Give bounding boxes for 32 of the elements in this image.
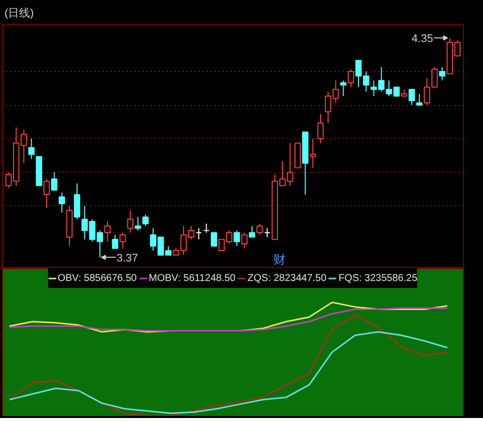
candlestick xyxy=(134,216,142,231)
candlestick xyxy=(51,172,58,191)
candlestick xyxy=(58,192,65,214)
legend-label: FQS: 3235586.25 xyxy=(338,272,418,284)
candlestick xyxy=(104,220,111,242)
candlestick xyxy=(74,182,80,220)
candlestick xyxy=(43,178,50,209)
candlestick xyxy=(142,214,149,226)
candlestick xyxy=(241,232,248,249)
candlestick xyxy=(439,66,446,81)
candlestick xyxy=(127,210,134,234)
candlestick xyxy=(348,68,354,88)
candlestick xyxy=(416,93,423,106)
candlestick xyxy=(248,225,256,238)
candlestick xyxy=(310,138,316,168)
annotation: 4.35 xyxy=(412,32,434,45)
candlestick xyxy=(317,114,324,144)
candlestick xyxy=(234,230,240,247)
annotation: 3.37 xyxy=(116,252,138,264)
candlestick xyxy=(28,138,35,160)
candlestick xyxy=(408,88,415,106)
candlestick xyxy=(210,232,218,247)
chart-title: (日线) xyxy=(4,6,34,20)
candlestick xyxy=(196,228,202,240)
candlestick xyxy=(112,234,118,249)
candlestick xyxy=(256,223,263,236)
legend-label: ZQS: 2823447.50 xyxy=(247,272,326,284)
legend-label: OBV: 5856676.50 xyxy=(58,272,137,284)
legend-label: MOBV: 5611248.50 xyxy=(148,272,236,284)
annotation: 财 xyxy=(273,252,286,266)
candlestick xyxy=(120,232,126,249)
candlestick xyxy=(340,80,346,97)
